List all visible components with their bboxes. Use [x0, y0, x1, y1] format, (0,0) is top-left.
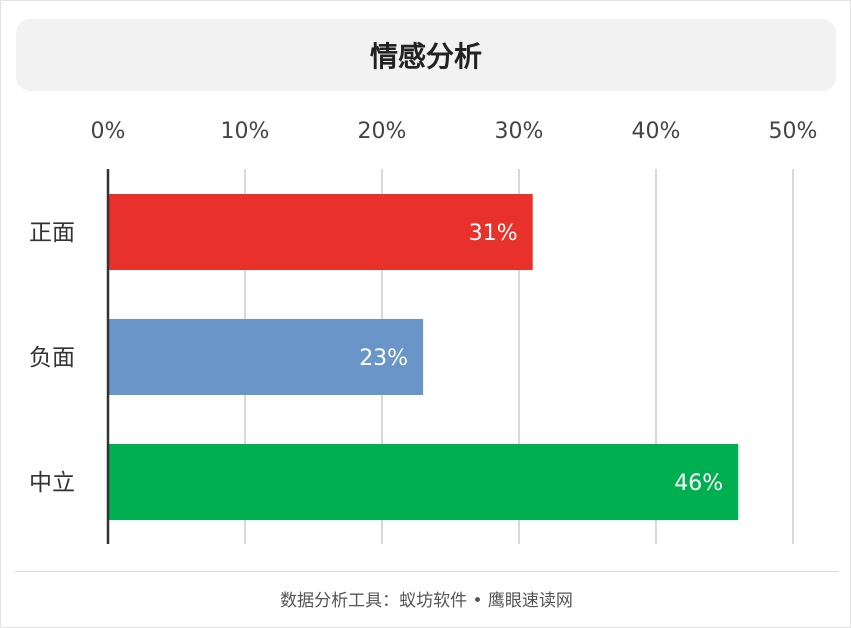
x-tick-label: 40%: [632, 119, 681, 144]
bar-value-label: 46%: [674, 471, 723, 496]
x-tick-label: 20%: [358, 119, 407, 144]
category-label: 正面: [29, 220, 75, 246]
bar-2: [108, 444, 739, 520]
category-label: 中立: [29, 470, 75, 496]
x-tick-label: 0%: [91, 119, 126, 144]
footer-credit: 数据分析工具：蚁坊软件 • 鹰眼速读网: [280, 591, 573, 611]
bar-1: [108, 319, 424, 395]
bar-value-label: 31%: [469, 221, 518, 246]
footer-divider: [15, 571, 838, 572]
x-tick-label: 50%: [769, 119, 818, 144]
x-tick-label: 30%: [495, 119, 544, 144]
bars: 31% 23% 46%: [108, 194, 739, 520]
bar-0: [108, 194, 533, 270]
category-label: 负面: [29, 345, 75, 371]
title-bar: 情感分析: [16, 19, 836, 91]
bar-value-label: 23%: [359, 346, 408, 371]
chart-title: 情感分析: [369, 40, 482, 73]
x-tick-label: 10%: [221, 119, 270, 144]
x-axis-ticks: 0% 10% 20% 30% 40% 50%: [91, 119, 818, 144]
